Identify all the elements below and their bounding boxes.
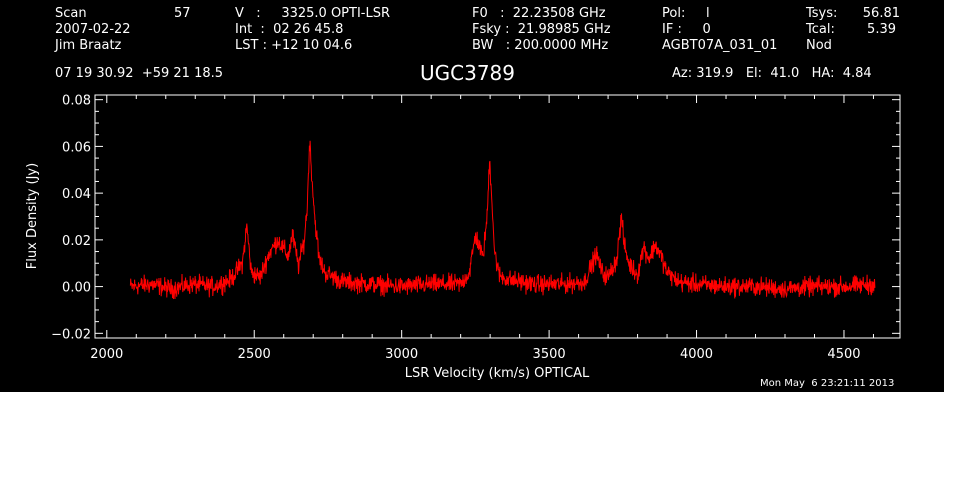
y-tick-label: 0.02 <box>62 234 91 249</box>
bandwidth: BW : 200.0000 MHz <box>472 38 609 53</box>
observation-date: 2007-02-22 <box>55 22 131 37</box>
plot-frame <box>94 94 901 339</box>
observing-mode: Nod <box>806 38 832 53</box>
x-tick-label: 3500 <box>533 347 566 362</box>
source-name: UGC3789 <box>420 61 515 85</box>
x-axis-label: LSR Velocity (km/s) OPTICAL <box>405 366 590 381</box>
y-tick-label: 0.08 <box>62 94 91 109</box>
polarization: Pol: l <box>662 6 710 21</box>
lst-value: LST : +12 10 04.6 <box>235 38 353 53</box>
scan-number: 57 <box>174 6 191 21</box>
if-number: IF : 0 <box>662 22 711 37</box>
x-tick-label: 2500 <box>238 347 271 362</box>
velocity-line: V : 3325.0 OPTI-LSR <box>235 6 391 21</box>
tcal-value: 5.39 <box>867 22 896 37</box>
tcal-label: Tcal: <box>806 22 835 37</box>
integration-time: Int : 02 26 45.8 <box>235 22 344 37</box>
plot-timestamp: Mon May 6 23:21:11 2013 <box>760 378 895 389</box>
tsys-value: 56.81 <box>862 6 900 21</box>
x-tick-label: 3000 <box>385 347 418 362</box>
x-tick-label: 2000 <box>90 347 123 362</box>
y-tick-label: 0.00 <box>62 281 91 296</box>
y-tick-label: 0.04 <box>62 187 91 202</box>
y-axis-label: Flux Density (Jy) <box>25 163 40 269</box>
y-tick-label: −0.02 <box>51 327 91 342</box>
gbtidl-plot-panel: Scan 57 2007-02-22 Jim Braatz V : 3325.0… <box>0 0 944 392</box>
y-tick-label: 0.06 <box>62 140 91 155</box>
project-id: AGBT07A_031_01 <box>662 38 778 53</box>
tsys-label: Tsys: <box>806 6 838 21</box>
observer-name: Jim Braatz <box>55 38 122 53</box>
source-coordinates: 07 19 30.92 +59 21 18.5 <box>55 66 224 81</box>
pointing-info: Az: 319.9 El: 41.0 HA: 4.84 <box>672 66 872 81</box>
rest-frequency: F0 : 22.23508 GHz <box>472 6 606 21</box>
scan-label: Scan <box>55 6 87 21</box>
spectrum-chart: 2000 2500 3000 3500 4000 4500 −0.02 0.00 0.02 0.0… <box>25 94 901 381</box>
x-tick-label: 4000 <box>680 347 713 362</box>
spectrum-line <box>129 140 876 300</box>
x-tick-label: 4500 <box>827 347 860 362</box>
sky-frequency: Fsky : 21.98985 GHz <box>472 22 611 37</box>
